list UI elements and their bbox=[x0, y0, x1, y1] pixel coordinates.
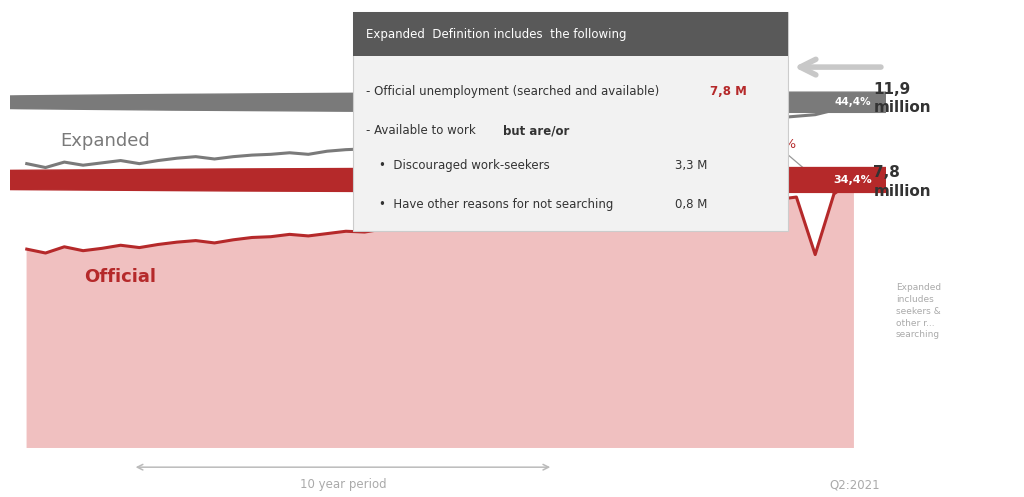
Text: 44,4%: 44,4% bbox=[835, 97, 871, 107]
Text: 0,8 M: 0,8 M bbox=[676, 198, 708, 211]
Text: Expanded: Expanded bbox=[59, 132, 150, 150]
Text: •  Have other reasons for not searching: • Have other reasons for not searching bbox=[379, 198, 613, 211]
Text: but are/or: but are/or bbox=[504, 124, 569, 137]
Text: Official: Official bbox=[85, 268, 157, 286]
Text: Expanded
includes
seekers &
other r...
searching: Expanded includes seekers & other r... s… bbox=[896, 283, 941, 339]
Text: Expanded  Definition includes  the following: Expanded Definition includes the followi… bbox=[367, 28, 627, 41]
Text: - Available to work: - Available to work bbox=[367, 124, 480, 137]
Text: 3,3 M: 3,3 M bbox=[676, 159, 708, 172]
Circle shape bbox=[0, 167, 1024, 192]
Text: 11,9
million: 11,9 million bbox=[873, 82, 931, 115]
Circle shape bbox=[0, 92, 1024, 112]
FancyBboxPatch shape bbox=[353, 12, 788, 231]
Text: Q2:2021: Q2:2021 bbox=[829, 478, 881, 491]
FancyBboxPatch shape bbox=[353, 12, 788, 56]
Text: 32,6%: 32,6% bbox=[755, 138, 834, 194]
Text: 34,4%: 34,4% bbox=[834, 175, 872, 185]
Text: •  Discouraged work-seekers: • Discouraged work-seekers bbox=[379, 159, 550, 172]
Text: 42,6%: 42,6% bbox=[670, 72, 740, 116]
Text: - Official unemployment (searched and available): - Official unemployment (searched and av… bbox=[367, 84, 659, 97]
Text: 7,8 M: 7,8 M bbox=[711, 84, 748, 97]
Text: 7,8
million: 7,8 million bbox=[873, 166, 931, 199]
Text: 10 year period: 10 year period bbox=[300, 478, 386, 491]
